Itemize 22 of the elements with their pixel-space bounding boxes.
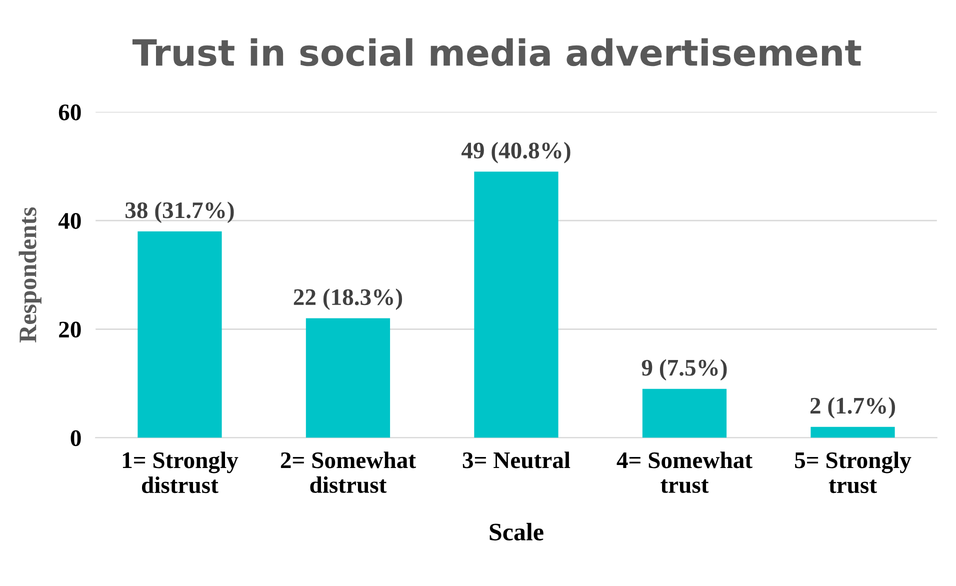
chart-title: Trust in social media advertisement bbox=[132, 38, 862, 66]
bar bbox=[138, 231, 222, 438]
x-tick-label: 5= Strongly trust bbox=[795, 452, 912, 494]
x-tick-label: 2= Somewhat distrust bbox=[280, 452, 416, 493]
data-label: 22 (18.3%) bbox=[294, 288, 402, 310]
y-tick-label: 0 bbox=[70, 430, 81, 446]
y-tick-label: 40 bbox=[58, 213, 81, 229]
bar bbox=[642, 388, 727, 438]
x-axis-title: Scale bbox=[490, 522, 544, 541]
x-tick-label: 4= Somewhat trust bbox=[616, 452, 752, 493]
bar bbox=[306, 318, 390, 438]
data-label: 38 (31.7%) bbox=[126, 202, 234, 224]
bar bbox=[474, 172, 558, 438]
data-label: 2 (1.7%) bbox=[810, 397, 895, 419]
data-label: 49 (40.8%) bbox=[461, 142, 570, 164]
y-axis-title: Respondents bbox=[18, 207, 42, 342]
y-tick-label: 20 bbox=[59, 322, 81, 338]
x-tick-label: 3= Neutral bbox=[462, 452, 570, 468]
bar bbox=[810, 426, 895, 438]
y-tick-label: 60 bbox=[58, 104, 81, 120]
x-tick-label: 1= Strongly distrust bbox=[122, 452, 238, 494]
data-label: 9 (7.5%) bbox=[642, 359, 727, 381]
